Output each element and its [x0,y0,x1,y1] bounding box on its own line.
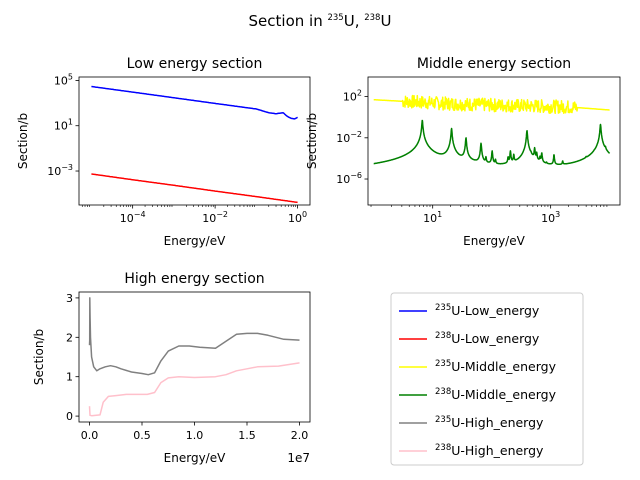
legend-frame [390,292,584,466]
tick-label: 1 [66,371,73,384]
y-axis-label: Section/b [305,113,319,169]
y-axis-label: Section/b [16,113,30,169]
tick-label: 3 [66,292,73,305]
tick-label: 100 [288,210,307,225]
axes-frame [78,291,311,423]
series-line-u235-high-energy [88,297,300,376]
tick-label: 0.0 [81,429,99,442]
high-energy-axes: 0.0 0.5 1.0 1.5 2.0 0 1 2 3 High energy section En… [32,271,311,465]
tick-label: 0 [66,410,73,423]
tick-label: 10−4 [120,210,146,225]
legend-entry: 238U-Middle_energy [435,387,557,402]
tick-label: 105 [54,72,73,87]
series-line-u235-low-energy [91,85,298,120]
tick-label: 101 [54,118,73,133]
axes-title: High energy section [124,271,264,287]
tick-label: 103 [541,210,560,225]
x-axis-label: Energy/eV [164,451,226,465]
tick-label: 1.5 [238,429,256,442]
legend-entry: 238U-High_energy [435,443,544,458]
legend-entry: 238U-Low_energy [435,331,540,346]
legend: 235U-Low_energy 238U-Low_energy 235U-Middl… [390,292,584,466]
tick-label: 101 [423,210,442,225]
low-energy-axes: 10−4 10−2 100 10−3 101 105 Low energy section E… [16,56,311,248]
legend-entry: 235U-Middle_energy [435,359,557,374]
x-offset-text: 1e7 [287,451,310,465]
tick-label: 10−6 [336,171,362,186]
tick-label: 2.0 [291,429,309,442]
series-line-u238-high-energy [88,362,300,417]
axes-frame [78,76,311,206]
legend-entry: 235U-Low_energy [435,303,540,318]
tick-label: 102 [343,89,362,104]
figure-title: Section in 235U, 238U [249,12,392,30]
tick-label: 1.0 [186,429,204,442]
series-line-u238-low-energy [91,173,298,204]
tick-label: 2 [66,331,73,344]
y-axis-label: Section/b [32,329,46,385]
series-line-u235-middle-energy [373,94,610,115]
axes-frame [367,76,621,206]
x-axis-label: Energy/eV [164,234,226,248]
series-line-u238-middle-energy [373,119,611,165]
tick-label: 10−2 [336,130,362,145]
tick-label: 10−3 [47,163,73,178]
middle-energy-axes: 101 103 10−6 10−2 102 Middle energy section En… [305,56,621,248]
tick-label: 10−2 [202,210,228,225]
x-axis-label: Energy/eV [463,234,525,248]
legend-entry: 235U-High_energy [435,415,544,430]
tick-label: 0.5 [133,429,151,442]
axes-title: Middle energy section [417,56,571,72]
axes-title: Low energy section [127,56,263,72]
